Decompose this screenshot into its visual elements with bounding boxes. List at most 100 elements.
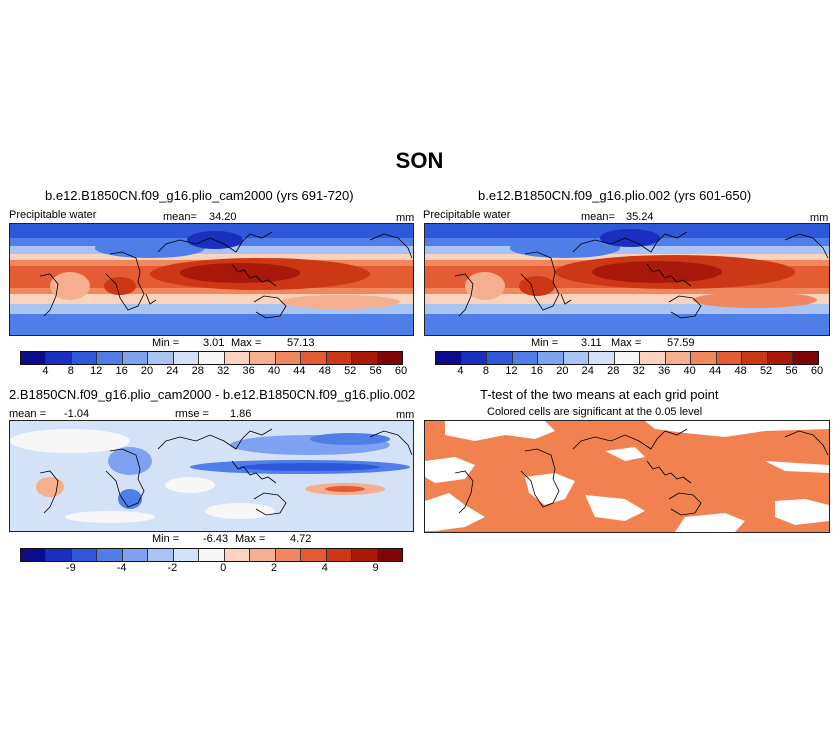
panel2-colorbar-swatch <box>436 352 462 364</box>
panel1-colorbar-tick-label: 56 <box>369 365 382 377</box>
panel1-colorbar-swatch <box>199 352 225 364</box>
panel2-colorbar-tick-label: 24 <box>581 365 594 377</box>
panel2-colorbar-tick-label: 20 <box>556 365 569 377</box>
panel1-colorbar-tick-label: 32 <box>217 365 230 377</box>
panel1-colorbar-swatch <box>46 352 72 364</box>
panel1-colorbar-swatch <box>71 352 98 364</box>
panel3-colorbar-swatch <box>71 549 98 561</box>
panel1-colorbar-swatch <box>352 352 378 364</box>
panel2-colorbar-tick-label: 16 <box>530 365 543 377</box>
panel3-colorbar-tick-label: 2 <box>270 562 278 574</box>
panel1-colorbar-swatch <box>326 352 353 364</box>
panel3-colorbar-ticks: -9 -4 -2 0 2 4 9 <box>20 562 401 576</box>
panel1-variable: Precipitable water <box>9 209 97 221</box>
panel1-max-value: 57.13 <box>287 337 315 349</box>
panel2-colorbar-swatch <box>614 352 641 364</box>
panel2-mean-value: 35.24 <box>626 211 654 223</box>
panel3-difference-map <box>9 420 414 532</box>
panel3-max-value: 4.72 <box>290 533 312 545</box>
panel3-colorbar-swatch <box>21 549 47 561</box>
panel4-ttest-subtitle: Colored cells are significant at the 0.0… <box>487 406 703 418</box>
panel2-colorbar-tick-label: 32 <box>632 365 645 377</box>
panel1-colorbar-tick-label: 60 <box>394 365 408 377</box>
panel1-colorbar <box>20 351 403 365</box>
panel3-colorbar-swatch <box>148 549 174 561</box>
panel2-colorbar-swatch <box>665 352 692 364</box>
panel3-colorbar-swatch <box>46 549 72 561</box>
panel1-colorbar-tick-label: 4 <box>42 365 49 377</box>
panel1-colorbar-swatch <box>122 352 149 364</box>
panel2-colorbar-tick-label: 60 <box>810 365 824 377</box>
panel1-colorbar-tick-label: 36 <box>242 365 255 377</box>
panel2-colorbar-swatch <box>793 352 818 364</box>
panel2-colorbar-tick-label: 8 <box>482 365 489 377</box>
panel2-mean-label: mean= <box>581 211 615 223</box>
panel1-colorbar-tick-label: 16 <box>115 365 128 377</box>
panel2-max-value: 57.59 <box>667 337 695 349</box>
panel3-max-label: Max = <box>235 533 266 545</box>
panel3-colorbar-swatch <box>326 549 353 561</box>
panel1-colorbar-tick-label: 28 <box>191 365 204 377</box>
panel3-colorbar-swatch <box>301 549 327 561</box>
panel2-colorbar-swatch <box>538 352 564 364</box>
panel1-min-label: Min = <box>152 337 180 349</box>
panel2-min-label: Min = <box>531 337 559 349</box>
panel4-ttest-title: T-test of the two means at each grid poi… <box>480 387 719 402</box>
panel2-precipitable-water-map <box>424 223 830 336</box>
panel2-max-label: Max = <box>611 337 642 349</box>
panel1-case-title: b.e12.B1850CN.f09_g16.plio_cam2000 (yrs … <box>45 188 354 203</box>
panel3-colorbar-swatch <box>199 549 225 561</box>
panel2-case-title: b.e12.B1850CN.f09_g16.plio.002 (yrs 601-… <box>478 188 752 203</box>
panel2-colorbar-tick-label: 28 <box>607 365 620 377</box>
panel1-colorbar-swatch <box>275 352 302 364</box>
panel1-colorbar-tick-label: 44 <box>293 365 306 377</box>
panel3-colorbar-swatch <box>377 549 403 561</box>
panel3-colorbar-swatch <box>224 549 251 561</box>
panel3-colorbar-swatch <box>352 549 378 561</box>
panel1-colorbar-swatch <box>224 352 251 364</box>
panel1-mean-value: 34.20 <box>209 211 237 223</box>
panel1-colorbar-swatch <box>97 352 123 364</box>
panel1-mean-label: mean= <box>163 211 197 223</box>
panel2-colorbar-tick-label: 40 <box>683 365 696 377</box>
panel2-colorbar-swatch <box>563 352 590 364</box>
panel4-significance-map <box>424 420 830 533</box>
panel2-colorbar-tick-label: 4 <box>457 365 464 377</box>
panel1-max-label: Max = <box>231 337 262 349</box>
panel2-colorbar-swatch <box>461 352 488 364</box>
panel2-units: mm <box>810 212 829 224</box>
panel3-units: mm <box>396 409 415 421</box>
panel3-colorbar-tick-label: -4 <box>116 562 127 574</box>
panel1-colorbar-tick-label: 24 <box>166 365 179 377</box>
panel2-colorbar-swatch <box>691 352 717 364</box>
panel1-colorbar-tick-label: 40 <box>267 365 281 377</box>
panel1-colorbar-ticks: 4 8 12 16 20 24 28 32 36 40 44 48 52 56 60 <box>20 365 407 379</box>
panel2-colorbar <box>435 351 819 365</box>
panel1-colorbar-tick-label: 48 <box>318 365 331 377</box>
panel3-colorbar-tick-label: 9 <box>372 562 379 574</box>
panel2-colorbar-swatch <box>767 352 794 364</box>
panel3-min-label: Min = <box>152 533 180 545</box>
panel3-colorbar-tick-label: -9 <box>65 562 76 574</box>
panel3-colorbar-tick-label: -2 <box>167 562 178 574</box>
panel3-colorbar-swatch <box>275 549 302 561</box>
panel3-colorbar-tick-label: 4 <box>321 562 328 574</box>
panel2-colorbar-tick-label: 12 <box>505 365 518 377</box>
panel2-min-value: 3.11 <box>581 337 602 349</box>
panel1-colorbar-tick-label: 12 <box>90 365 103 377</box>
panel3-colorbar <box>20 548 403 562</box>
panel1-colorbar-tick-label: 20 <box>140 365 154 377</box>
panel2-colorbar-swatch <box>640 352 666 364</box>
panel3-rmse-label: rmse = <box>175 408 209 420</box>
panel3-colorbar-tick-label: 0 <box>220 562 227 574</box>
panel2-colorbar-tick-label: 56 <box>785 365 798 377</box>
panel3-colorbar-swatch <box>173 549 200 561</box>
panel1-colorbar-tick-label: 52 <box>344 365 357 377</box>
panel2-colorbar-tick-label: 36 <box>658 365 671 377</box>
panel1-colorbar-tick-label: 8 <box>67 365 74 377</box>
panel1-units: mm <box>396 212 415 224</box>
panel1-precipitable-water-map <box>9 223 414 336</box>
panel2-colorbar-swatch <box>487 352 513 364</box>
panel3-diff-title: 2.B1850CN.f09_g16.plio_cam2000 - b.e12.B… <box>9 387 416 402</box>
panel1-colorbar-swatch <box>173 352 200 364</box>
